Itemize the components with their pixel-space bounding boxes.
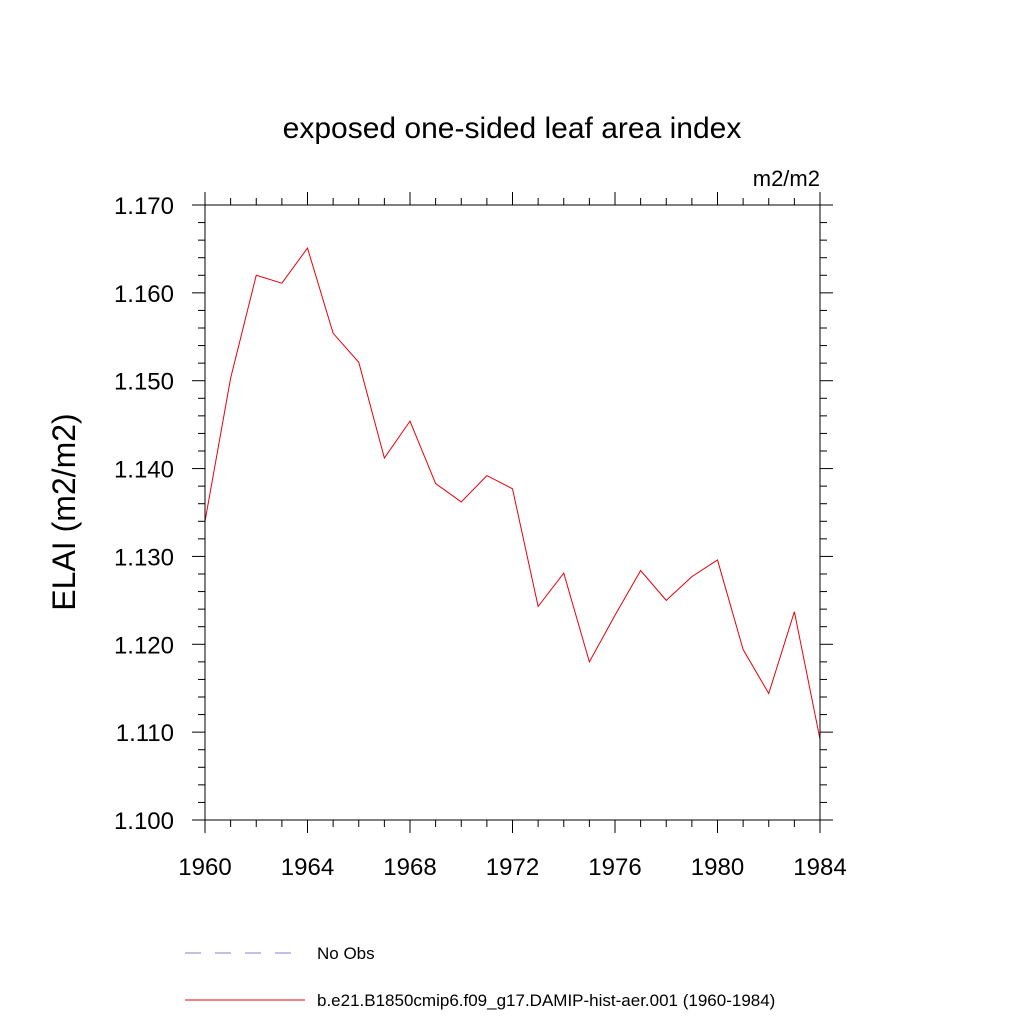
y-tick-label: 1.120 (114, 632, 174, 659)
x-tick-label: 1964 (281, 854, 334, 881)
x-tick-label: 1976 (588, 854, 641, 881)
x-tick-label: 1960 (178, 854, 231, 881)
chart-title: exposed one-sided leaf area index (283, 112, 742, 145)
x-tick-label: 1980 (691, 854, 744, 881)
y-tick-label: 1.100 (114, 808, 174, 835)
x-tick-label: 1984 (793, 854, 846, 881)
series-lines (204, 246, 821, 740)
series-line-1 (204, 246, 821, 740)
y-tick-label: 1.170 (114, 193, 174, 220)
major-ticks (192, 192, 833, 833)
x-tick-label: 1968 (383, 854, 436, 881)
legend: No Obs b.e21.B1850cmip6.f09_g17.DAMIP-hi… (185, 944, 775, 1010)
minor-ticks (198, 198, 827, 827)
y-tick-label: 1.160 (114, 281, 174, 308)
y-tick-labels: 1.100 1.110 1.120 1.130 1.140 1.150 1.160 1.170 (114, 193, 174, 835)
x-tick-labels: 1960 1964 1968 1972 1976 1980 1984 (178, 854, 846, 881)
units-label: m2/m2 (753, 166, 820, 191)
y-tick-label: 1.140 (114, 457, 174, 484)
legend-label-model: b.e21.B1850cmip6.f09_g17.DAMIP-hist-aer.… (317, 991, 775, 1010)
y-tick-label: 1.110 (116, 720, 174, 747)
plot-frame (204, 204, 821, 821)
x-tick-label: 1972 (486, 854, 539, 881)
legend-label-no-obs: No Obs (317, 944, 375, 963)
y-tick-label: 1.150 (114, 369, 174, 396)
y-tick-label: 1.130 (114, 544, 174, 571)
y-axis-label: ELAI (m2/m2) (46, 413, 82, 610)
